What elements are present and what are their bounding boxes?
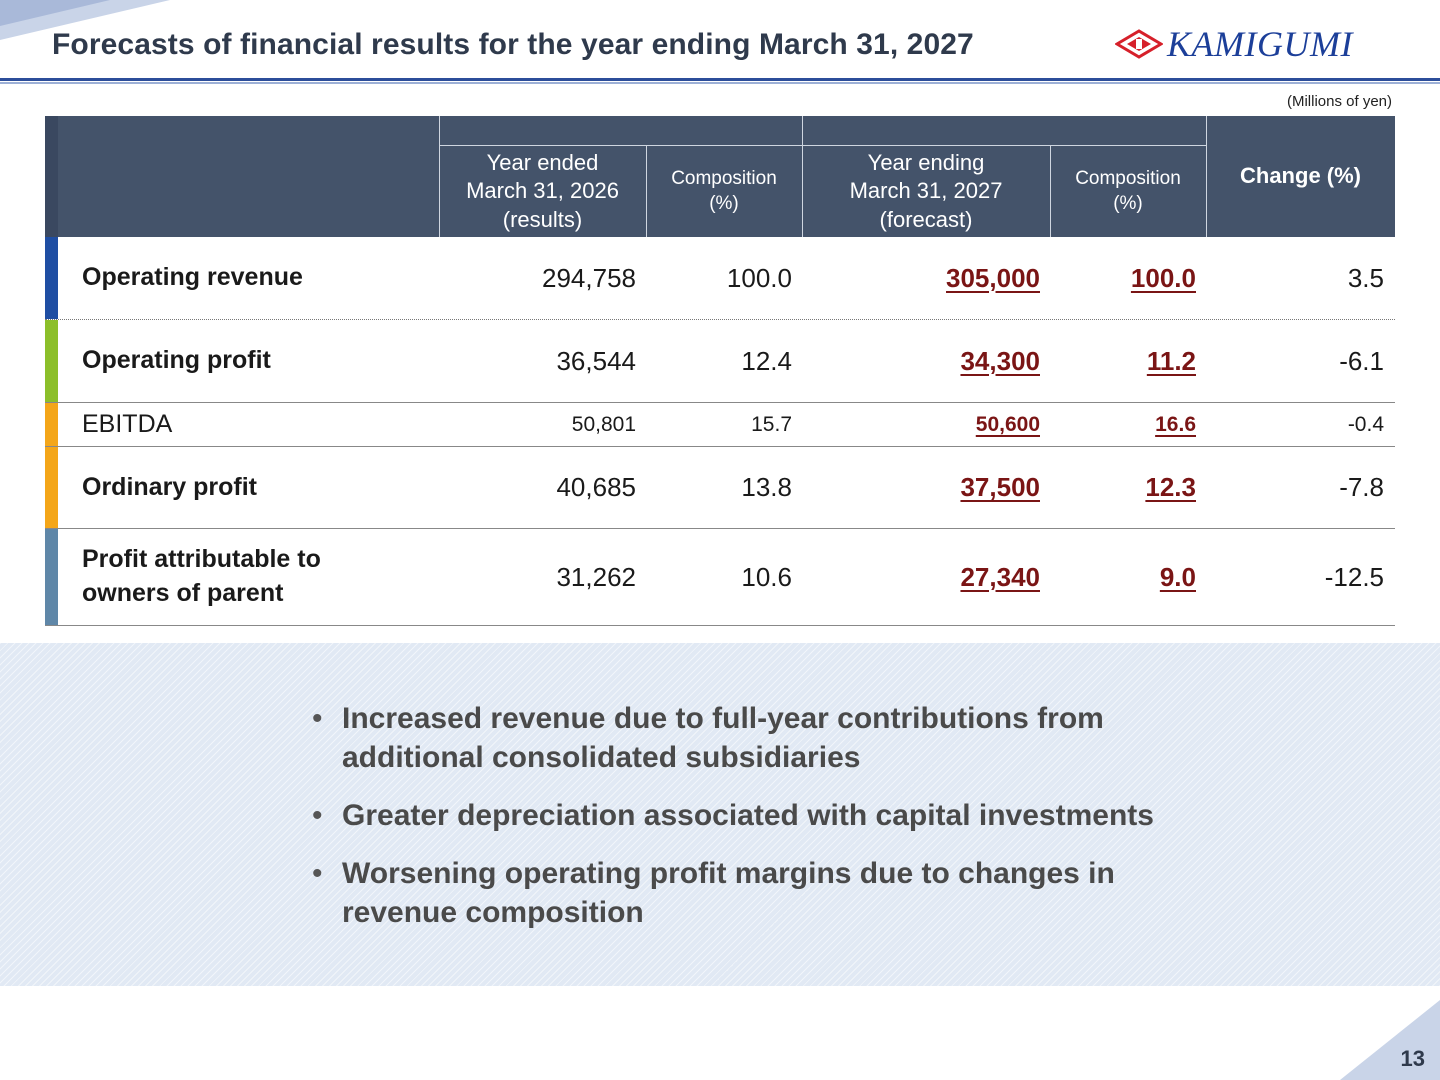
change-value: -6.1 — [1339, 345, 1384, 376]
header-rule-light — [0, 82, 1440, 84]
table-row-operating-profit: Operating profit 36,544 12.4 34,300 11.2… — [45, 320, 1395, 403]
forecast-composition: 16.6 — [1155, 412, 1196, 436]
row-accent — [45, 320, 58, 402]
col-header-change: Change (%) — [1240, 163, 1361, 189]
table-row-ordinary-profit: Ordinary profit 40,685 13.8 37,500 12.3 … — [45, 447, 1395, 529]
prev-composition: 15.7 — [751, 412, 792, 436]
note-text: Increased revenue due to full-year contr… — [342, 702, 1104, 774]
table-row-profit-attributable: Profit attributable to owners of parent … — [45, 529, 1395, 626]
row-accent — [45, 447, 58, 528]
row-label: Operating profit — [82, 346, 271, 375]
forecast-composition: 9.0 — [1159, 561, 1196, 592]
col-header-forecast-year: Year ending March 31, 2027 (forecast) — [849, 149, 1003, 232]
prev-value: 294,758 — [542, 262, 636, 293]
table-row-ebitda: EBITDA 50,801 15.7 50,600 16.6 -0.4 — [45, 403, 1395, 447]
col-header-forecast-composition: Composition (%) — [1075, 167, 1181, 214]
bullet-icon: • — [312, 857, 323, 890]
change-value: -12.5 — [1324, 561, 1384, 592]
note-text: Greater depreciation associated with cap… — [342, 799, 1154, 832]
prev-value: 36,544 — [556, 345, 636, 376]
corner-decoration-bottom — [1340, 1000, 1440, 1080]
col-header-prev-year: Year ended March 31, 2026 (results) — [466, 149, 619, 232]
row-label: Operating revenue — [82, 263, 303, 292]
prev-value: 31,262 — [556, 561, 636, 592]
company-logo: KAMIGUMI — [1115, 24, 1353, 64]
forecast-value: 37,500 — [960, 472, 1040, 502]
forecast-table: Year ended March 31, 2026 (results) Comp… — [45, 116, 1395, 626]
units-note: (Millions of yen) — [1286, 93, 1392, 110]
prev-value: 50,801 — [571, 412, 636, 436]
row-label: EBITDA — [82, 409, 173, 438]
forecast-value: 27,340 — [960, 561, 1040, 592]
logo-text: KAMIGUMI — [1167, 24, 1353, 64]
prev-composition: 12.4 — [741, 345, 792, 376]
page-title: Forecasts of financial results for the y… — [52, 28, 974, 61]
prev-composition: 100.0 — [726, 262, 792, 293]
col-header-prev-composition: Composition (%) — [671, 167, 777, 214]
row-label: Ordinary profit — [82, 472, 258, 501]
note-item: • Greater depreciation associated with ca… — [310, 796, 1230, 835]
note-item: • Increased revenue due to full-year cont… — [310, 699, 1230, 777]
forecast-composition: 12.3 — [1145, 472, 1196, 502]
note-text: Worsening operating profit margins due t… — [342, 857, 1115, 929]
prev-value: 40,685 — [556, 472, 636, 502]
change-value: 3.5 — [1347, 262, 1384, 293]
forecast-composition: 100.0 — [1130, 262, 1196, 293]
header-rule — [0, 78, 1440, 81]
notes-list: • Increased revenue due to full-year cont… — [310, 699, 1230, 951]
forecast-value: 50,600 — [975, 412, 1040, 436]
prev-composition: 13.8 — [741, 472, 792, 502]
table-header: Year ended March 31, 2026 (results) Comp… — [45, 116, 1395, 237]
table-row-operating-revenue: Operating revenue 294,758 100.0 305,000 … — [45, 237, 1395, 320]
logo-mark-icon — [1115, 29, 1163, 59]
forecast-value: 305,000 — [946, 262, 1040, 293]
row-label: Profit attributable to owners of parent — [82, 545, 321, 607]
bullet-icon: • — [312, 702, 323, 735]
corner-decoration-top — [0, 0, 170, 40]
note-item: • Worsening operating profit margins due … — [310, 854, 1230, 932]
page-number: 13 — [1400, 1046, 1425, 1071]
bullet-icon: • — [312, 799, 323, 832]
row-accent — [45, 529, 58, 625]
row-accent — [45, 237, 58, 319]
change-value: -0.4 — [1347, 412, 1384, 436]
change-value: -7.8 — [1339, 472, 1384, 502]
forecast-value: 34,300 — [960, 345, 1040, 376]
row-accent — [45, 403, 58, 446]
forecast-composition: 11.2 — [1146, 345, 1196, 376]
notes-panel: • Increased revenue due to full-year cont… — [0, 643, 1440, 986]
prev-composition: 10.6 — [741, 561, 792, 592]
